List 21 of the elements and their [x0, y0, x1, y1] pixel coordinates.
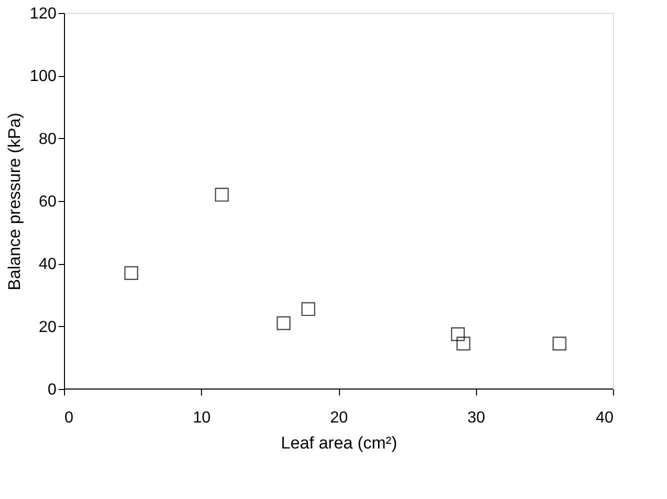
point: [552, 336, 566, 350]
point: [456, 336, 470, 350]
point: [301, 302, 316, 316]
y-axis-title: Balance pressure (kPa): [4, 112, 24, 290]
y-tick-label: 100: [30, 68, 57, 86]
point: [276, 316, 291, 330]
y-tick-label: 40: [38, 256, 57, 274]
x-tick-label: 20: [330, 410, 348, 426]
point: [124, 266, 138, 280]
point: [450, 327, 465, 342]
y-tick-label: 0: [48, 382, 57, 398]
x-tick-label: 40: [596, 410, 614, 426]
y-tick-label: 120: [30, 6, 57, 22]
x-tick-label: 10: [192, 410, 211, 426]
x-axis-title: Leaf area (cm²): [280, 434, 398, 452]
x-tick-label: 0: [64, 410, 74, 426]
y-tick-label: 20: [38, 318, 57, 336]
x-tick-label: 30: [467, 410, 486, 426]
point: [214, 188, 229, 202]
y-tick-label: 60: [38, 194, 57, 210]
y-tick-label: 80: [38, 130, 57, 148]
